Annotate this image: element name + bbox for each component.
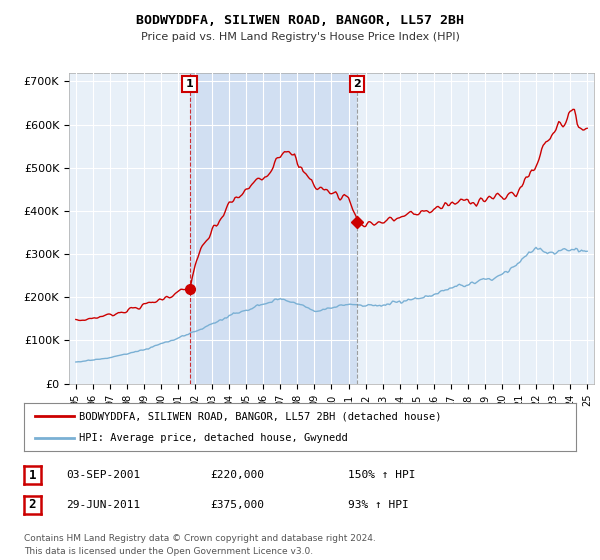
Text: 1: 1 (29, 469, 36, 482)
Text: BODWYDDFA, SILIWEN ROAD, BANGOR, LL57 2BH: BODWYDDFA, SILIWEN ROAD, BANGOR, LL57 2B… (136, 14, 464, 27)
Text: This data is licensed under the Open Government Licence v3.0.: This data is licensed under the Open Gov… (24, 547, 313, 556)
Bar (190, 73, 357, 384)
Text: 29-JUN-2011: 29-JUN-2011 (66, 500, 140, 510)
Text: £220,000: £220,000 (210, 470, 264, 480)
Text: HPI: Average price, detached house, Gwynedd: HPI: Average price, detached house, Gwyn… (79, 433, 348, 443)
Text: 150% ↑ HPI: 150% ↑ HPI (348, 470, 415, 480)
Text: £375,000: £375,000 (210, 500, 264, 510)
Text: 93% ↑ HPI: 93% ↑ HPI (348, 500, 409, 510)
Text: 2: 2 (29, 498, 36, 511)
Text: 03-SEP-2001: 03-SEP-2001 (66, 470, 140, 480)
Text: 2: 2 (353, 79, 361, 89)
Text: 1: 1 (185, 79, 193, 89)
Text: Price paid vs. HM Land Registry's House Price Index (HPI): Price paid vs. HM Land Registry's House … (140, 32, 460, 43)
Text: BODWYDDFA, SILIWEN ROAD, BANGOR, LL57 2BH (detached house): BODWYDDFA, SILIWEN ROAD, BANGOR, LL57 2B… (79, 411, 442, 421)
Text: Contains HM Land Registry data © Crown copyright and database right 2024.: Contains HM Land Registry data © Crown c… (24, 534, 376, 543)
